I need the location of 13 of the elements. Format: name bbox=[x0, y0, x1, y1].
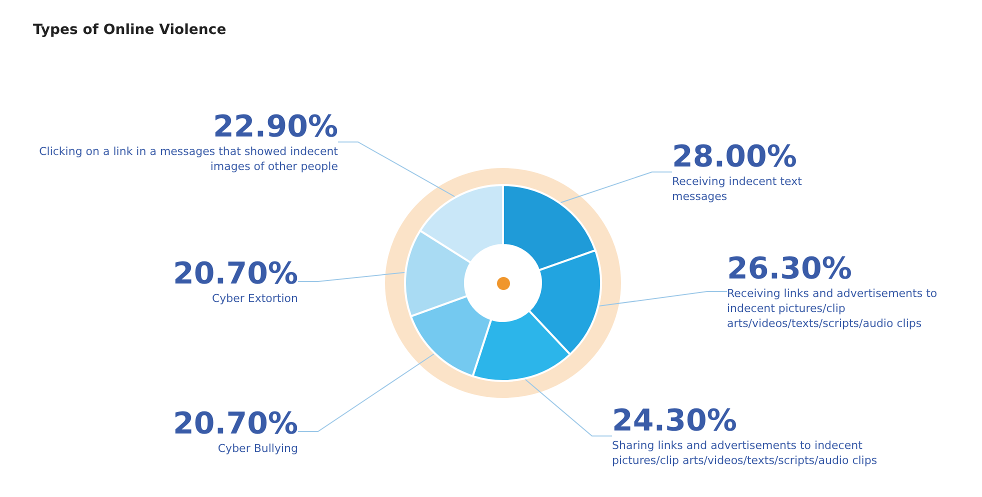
slice-label: Receiving links and advertisements to indecent pictures/clip arts/videos/texts/scripts/audio clips bbox=[727, 287, 938, 330]
slice-label: Cyber Bullying bbox=[218, 442, 298, 455]
slice-label: Receiving indecent text messages bbox=[672, 175, 803, 203]
data-label: 26.30% bbox=[727, 252, 852, 286]
slice-label: Clicking on a link in a messages that showed indecent images of other people bbox=[39, 145, 339, 173]
slice-label: Sharing links and advertisements to indecent pictures/clip arts/videos/texts/scripts/audio clips bbox=[612, 439, 878, 467]
data-label: 28.00% bbox=[672, 140, 797, 174]
slice-label: Cyber Extortion bbox=[212, 292, 298, 305]
chart-title: Types of Online Violence bbox=[33, 22, 226, 38]
data-label: 20.70% bbox=[173, 406, 298, 442]
data-label: 20.70% bbox=[173, 256, 298, 292]
data-label: 22.90% bbox=[213, 110, 338, 144]
data-label: 24.30% bbox=[612, 404, 737, 438]
